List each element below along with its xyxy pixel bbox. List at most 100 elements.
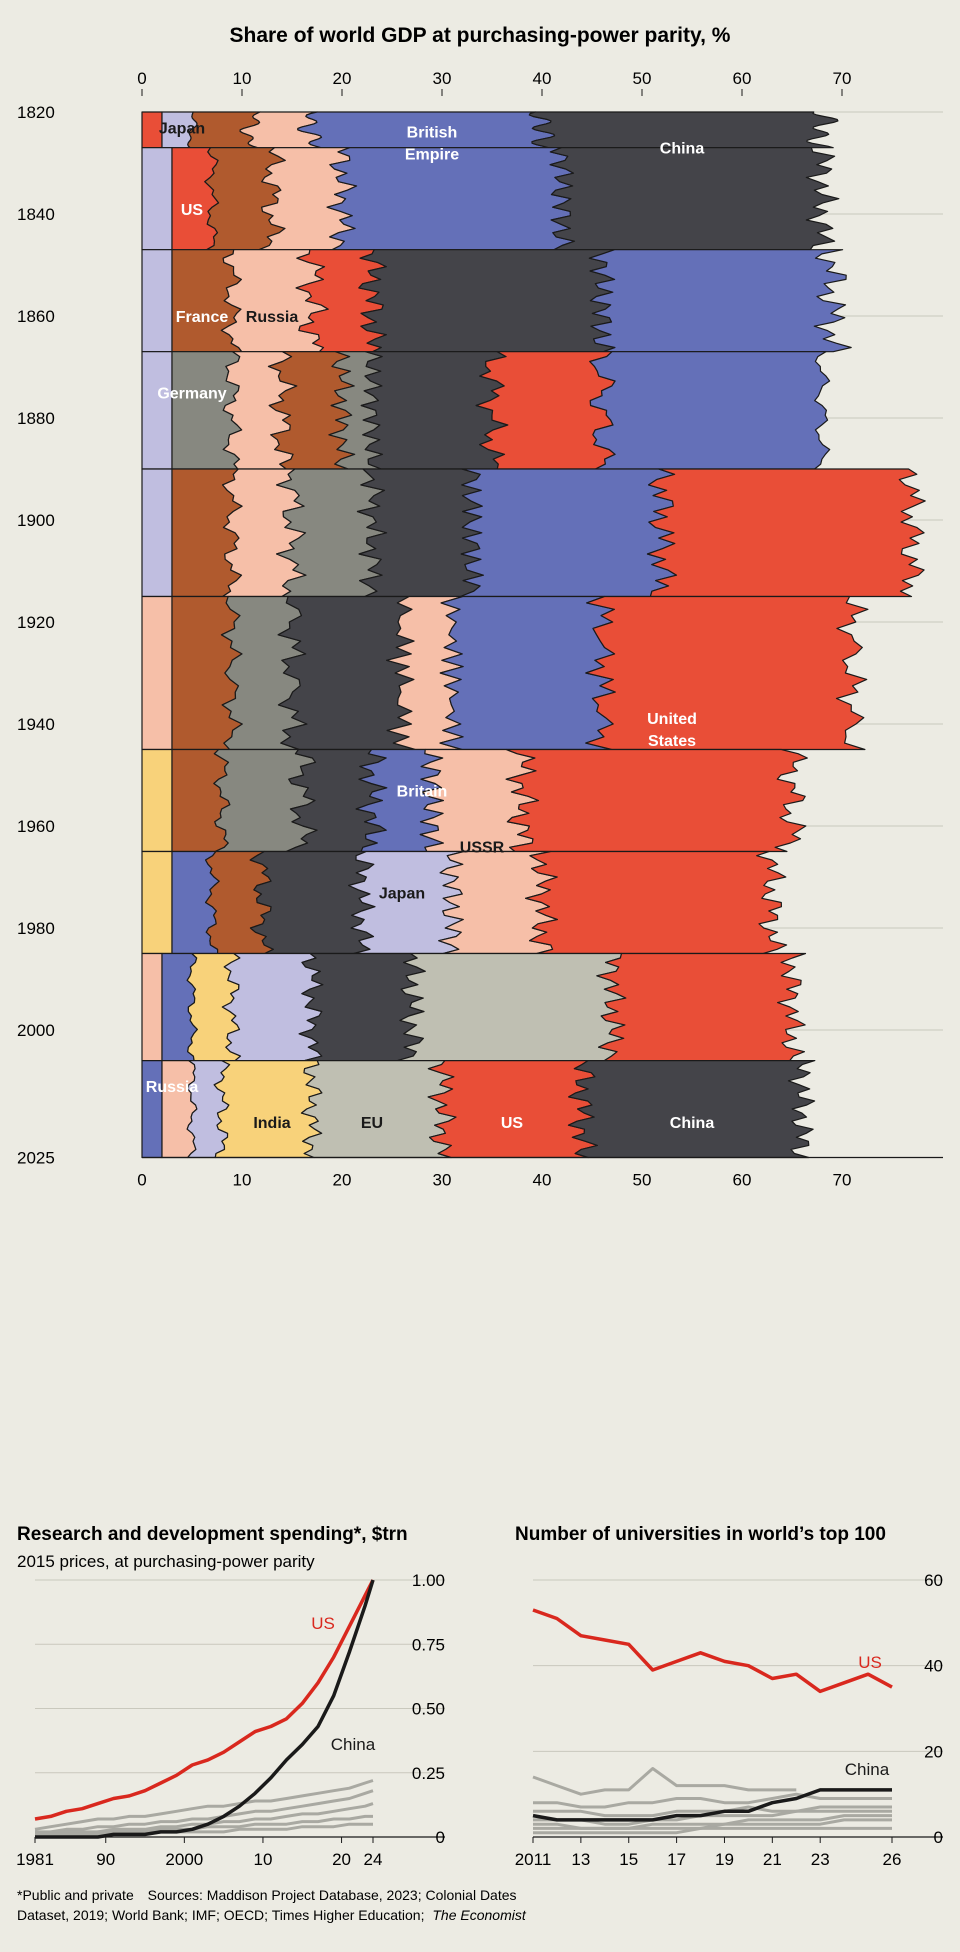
uni-y-tick: 0: [934, 1828, 943, 1847]
gdp-x-tick-top: 20: [333, 69, 352, 88]
gdp-x-tick-bottom: 40: [533, 1171, 552, 1190]
gdp-band-red: [427, 1060, 598, 1159]
rd-x-tick: 10: [253, 1850, 272, 1869]
gdp-x-tick-bottom: 50: [633, 1171, 652, 1190]
uni-x-tick: 13: [571, 1850, 590, 1869]
gdp-x-tick-bottom: 70: [833, 1171, 852, 1190]
gdp-x-tick-top: 0: [137, 69, 146, 88]
gdp-band-lav: [141, 468, 173, 598]
gdp-band-lgrey: [300, 1060, 457, 1159]
rd-y-tick: 1.00: [412, 1571, 445, 1590]
gdp-band-yel: [141, 850, 173, 955]
rd-x-tick: 1981: [16, 1850, 54, 1869]
footnote-sources: Sources: Maddison Project Database, 2023…: [148, 1887, 517, 1903]
gdp-x-tick-bottom: 20: [333, 1171, 352, 1190]
footnote-line-2: Dataset, 2019; World Bank; IMF; OECD; Ti…: [17, 1907, 527, 1923]
rd-line-us: [34, 1579, 375, 1821]
rd-y-tick: 0.25: [412, 1764, 445, 1783]
uni-x-tick: 26: [883, 1850, 902, 1869]
gdp-band-pink: [161, 1060, 198, 1159]
gdp-year-tick: 1920: [17, 613, 55, 632]
footnote-line-1: *Public and private Sources: Maddison Pr…: [17, 1887, 517, 1903]
uni-series-label-us: US: [858, 1653, 882, 1672]
uni-x-tick: 23: [811, 1850, 830, 1869]
gdp-band-brown: [171, 748, 231, 853]
rd-chart: 0 0.25 0.50 0.75 1.00 1981 90 2000 10 20 24 US China: [16, 1571, 445, 1869]
gdp-year-tick: 1900: [17, 511, 55, 530]
gdp-band-label: US: [501, 1115, 524, 1132]
rd-x-tick: 24: [364, 1850, 383, 1869]
gdp-x-tick-bottom: 60: [733, 1171, 752, 1190]
gdp-year-tick: 1960: [17, 817, 55, 836]
gdp-band-red: [646, 468, 926, 598]
gdp-x-tick-top: 40: [533, 69, 552, 88]
gdp-band-blue: [588, 249, 852, 353]
uni-line-china: [532, 1788, 892, 1822]
rd-line-china: [35, 1579, 375, 1839]
gdp-band-label: US: [181, 202, 204, 219]
gdp-band-pink: [141, 952, 163, 1062]
gdp-band-red: [505, 748, 808, 853]
rd-y-tick: 0.50: [412, 1700, 445, 1719]
gdp-band-label: British: [407, 125, 458, 142]
footnote-sources-cont: Dataset, 2019; World Bank; IMF; OECD; Ti…: [17, 1907, 424, 1923]
gdp-band-label: United: [647, 711, 697, 728]
gdp-band-dark: [298, 952, 426, 1062]
gdp-band-lav: [141, 147, 173, 251]
gdp-band-red: [596, 952, 807, 1062]
rd-x-tick: 20: [332, 1850, 351, 1869]
gdp-band-label: EU: [361, 1115, 383, 1132]
gdp-year-tick: 1840: [17, 205, 55, 224]
gdp-band-labels: Japan British Empire China US France Russia Ger…: [146, 120, 715, 1132]
gdp-year-tick: 2025: [17, 1149, 55, 1168]
rd-series-label-us: US: [311, 1614, 335, 1633]
gdp-band-label: USSR: [460, 839, 505, 856]
uni-y-tick: 40: [924, 1657, 943, 1676]
gdp-x-tick-top: 50: [633, 69, 652, 88]
gdp-band-label: States: [648, 733, 696, 750]
uni-line-other: [532, 1767, 797, 1796]
gdp-x-tick-top: 60: [733, 69, 752, 88]
gdp-band-label: Russia: [146, 1079, 199, 1096]
uni-chart-title: Number of universities in world’s top 10…: [515, 1524, 886, 1545]
footnote-public: *Public and private: [17, 1887, 134, 1903]
rd-series-label-china: China: [331, 1735, 376, 1754]
gdp-band-label: China: [660, 141, 705, 158]
uni-line-other: [533, 1809, 892, 1826]
gdp-x-tick-bottom: 0: [137, 1171, 146, 1190]
gdp-band-blue: [589, 351, 831, 470]
gdp-x-tick-bottom: 10: [233, 1171, 252, 1190]
gdp-band-label: Japan: [379, 885, 425, 902]
rd-chart-subtitle: 2015 prices, at purchasing-power parity: [17, 1552, 315, 1571]
uni-chart: 0 20 40 60 2011 13 15 17 19 21 23 26 US China: [515, 1571, 943, 1869]
gdp-band-blue: [141, 1060, 163, 1159]
rd-y-tick: 0: [436, 1828, 445, 1847]
gdp-band-blue: [459, 468, 678, 598]
gdp-bands: [141, 111, 926, 1159]
rd-line-other: [35, 1814, 373, 1836]
gdp-band-grey: [213, 748, 318, 853]
uni-line-other: [533, 1792, 892, 1809]
gdp-band-label: India: [253, 1115, 290, 1132]
rd-y-tick: 0.75: [412, 1635, 445, 1654]
gdp-year-tick: 1860: [17, 307, 55, 326]
gdp-year-tick: 2000: [17, 1021, 55, 1040]
gdp-band-yel: [141, 748, 173, 853]
gdp-x-tick-top: 10: [233, 69, 252, 88]
gdp-band-dark: [360, 351, 509, 470]
gdp-band-label: China: [670, 1115, 715, 1132]
uni-series-label-china: China: [845, 1760, 890, 1779]
gdp-band-lgrey: [397, 952, 627, 1062]
gdp-x-tick-bottom: 30: [433, 1171, 452, 1190]
footnote-economist: The Economist: [432, 1907, 526, 1923]
gdp-band-label: Germany: [157, 386, 226, 403]
uni-x-tick: 19: [715, 1850, 734, 1869]
uni-line-other: [533, 1805, 892, 1818]
rd-x-tick: 90: [96, 1850, 115, 1869]
gdp-band-dark: [358, 249, 616, 353]
gdp-band-dark: [567, 1060, 816, 1159]
gdp-band-red: [585, 595, 869, 751]
uni-line-other: [533, 1818, 892, 1830]
gdp-band-red: [171, 147, 220, 251]
